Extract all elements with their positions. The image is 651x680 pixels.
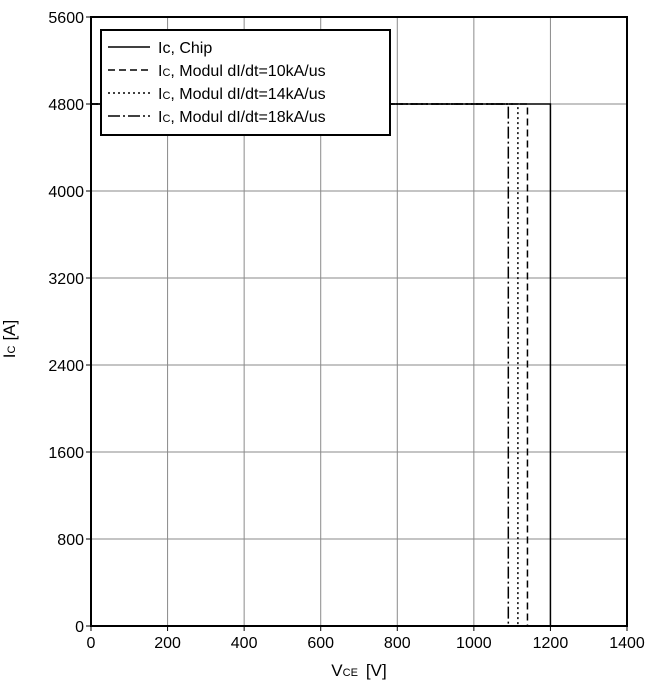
legend-entry-main: I xyxy=(158,63,162,80)
y-axis-label-sub: C xyxy=(6,346,18,354)
legend-entry: IC, Modul dI/dt=10kA/us xyxy=(158,63,326,80)
x-tick-labels: 0 200 400 600 800 1000 1200 1400 xyxy=(87,626,645,652)
x-axis-label-main: V xyxy=(331,661,343,680)
y-tick-label: 1600 xyxy=(48,445,84,462)
plot-frame xyxy=(90,16,628,627)
y-tick-label: 2400 xyxy=(48,358,84,375)
x-tick-label: 800 xyxy=(384,635,411,652)
y-axis-label: IC [A] xyxy=(0,320,19,358)
y-tick-label: 4000 xyxy=(48,184,84,201)
series-line-3 xyxy=(91,103,519,626)
x-tick-label: 1400 xyxy=(609,635,645,652)
legend-entry-main: Ic, Chip xyxy=(158,40,212,57)
x-tick-label: 400 xyxy=(231,635,258,652)
legend-entry-rest: , Modul dI/dt=18kA/us xyxy=(170,109,325,126)
x-tick-label: 200 xyxy=(154,635,181,652)
legend-entry-sub: C xyxy=(162,67,170,79)
x-axis-label-sub: CE xyxy=(343,667,358,679)
x-tick-label: 1200 xyxy=(533,635,569,652)
y-tick-label: 0 xyxy=(75,619,84,636)
legend-entry-sub: C xyxy=(162,90,170,102)
x-tick-label: 0 xyxy=(87,635,96,652)
x-tick-label: 1000 xyxy=(456,635,492,652)
series-line-4 xyxy=(91,103,510,626)
legend-entry-rest: , Modul dI/dt=10kA/us xyxy=(170,63,325,80)
x-tick-label: 600 xyxy=(307,635,334,652)
legend-entry-rest: , Modul dI/dt=14kA/us xyxy=(170,86,325,103)
x-axis-label: VCE [V] xyxy=(331,661,386,680)
legend-entry-sub: C xyxy=(162,113,170,125)
y-axis-label-unit: [A] xyxy=(0,320,19,341)
grid-lines xyxy=(90,16,628,627)
legend-entry: IC, Modul dI/dt=14kA/us xyxy=(158,86,326,103)
y-tick-label: 4800 xyxy=(48,97,84,114)
legend-entry: Ic, Chip xyxy=(158,40,212,57)
x-axis-label-unit: [V] xyxy=(366,661,387,680)
y-tick-label: 5600 xyxy=(48,10,84,27)
legend-entry-main: I xyxy=(158,86,162,103)
y-tick-labels: 0 800 1600 2400 3200 4000 4800 5600 xyxy=(48,10,91,636)
y-axis-label-main: I xyxy=(0,354,19,359)
y-tick-label: 3200 xyxy=(48,271,84,288)
legend-entry-main: I xyxy=(158,109,162,126)
legend-entry: IC, Modul dI/dt=18kA/us xyxy=(158,109,326,126)
y-tick-label: 800 xyxy=(57,532,84,549)
